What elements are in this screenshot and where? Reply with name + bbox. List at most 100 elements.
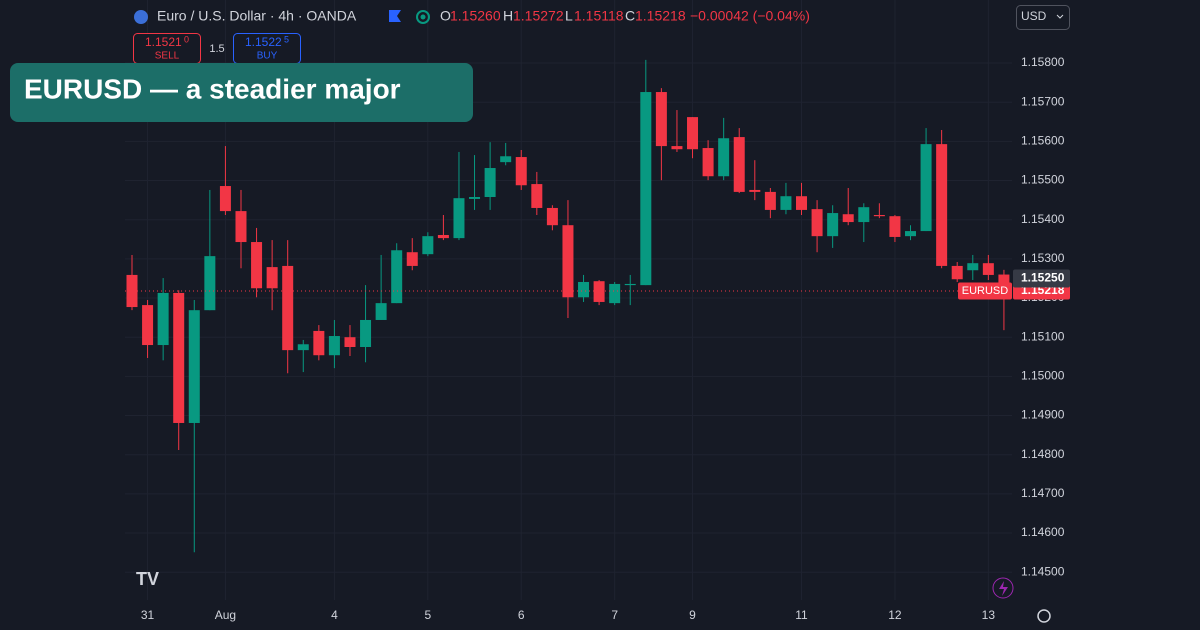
y-tick-label: 1.14800 (1021, 447, 1065, 461)
candle-body (811, 209, 823, 237)
overlay-title: EURUSD — a steadier major (24, 73, 401, 104)
candle-body (422, 236, 434, 255)
y-tick-label: 1.15100 (1021, 329, 1065, 343)
y-tick-label: 1.15500 (1021, 173, 1065, 187)
candle-body (889, 216, 901, 237)
y-tick-label: 1.15600 (1021, 134, 1065, 148)
candle-body (546, 207, 558, 226)
candle-body (780, 196, 792, 210)
candles (126, 59, 1010, 553)
y-tick-label: 1.15800 (1021, 55, 1065, 69)
x-tick-label: 31 (141, 608, 155, 622)
candle-body (126, 274, 138, 308)
candle-body (905, 231, 916, 237)
candle-body (702, 148, 714, 177)
y-tick-label: 1.15300 (1021, 251, 1065, 265)
candle-body (204, 256, 216, 311)
l-label: L (565, 8, 573, 24)
crosshair-bg (1013, 269, 1070, 288)
candle-body (982, 263, 994, 275)
lightning (999, 581, 1008, 596)
c-value: 1.15218 (635, 8, 686, 24)
y-tick-label: 1.14500 (1021, 564, 1065, 578)
candle-body (297, 344, 309, 351)
x-tick-label: 4 (331, 608, 338, 622)
x-tick-label: 13 (982, 608, 996, 622)
candle-body (251, 242, 263, 289)
candle-body (173, 292, 185, 423)
candle-body (951, 265, 963, 280)
h-value: 1.15272 (513, 8, 564, 24)
candle-body (624, 283, 636, 286)
status-dot-core (420, 14, 426, 20)
candle-body (515, 157, 527, 186)
chevron (1056, 14, 1064, 19)
flag-marker (389, 10, 401, 22)
candle-body (142, 305, 154, 346)
x-tick-label: 11 (795, 608, 808, 622)
change: −0.00042 (−0.04%) (690, 8, 810, 24)
candle-body (718, 138, 730, 177)
y-tick-label: 1.15700 (1021, 94, 1065, 108)
candle-body (858, 207, 870, 223)
y-tick-label: 1.14900 (1021, 408, 1065, 422)
candle-body (749, 189, 761, 192)
candle-body (655, 92, 667, 147)
candle-body (437, 234, 449, 239)
x-tick-label: 6 (518, 608, 525, 622)
candle-body (764, 191, 776, 210)
x-tick-label: 7 (611, 608, 618, 622)
settings-icon[interactable] (1037, 609, 1051, 623)
candle-body (344, 337, 356, 347)
sell-pip: 0 (184, 34, 189, 44)
candle-body (796, 196, 808, 210)
candle-body (936, 144, 948, 266)
candle-body (391, 250, 403, 304)
candle-body (827, 213, 839, 237)
sell-price: 1.1521 (145, 35, 182, 49)
overlay-box (10, 63, 473, 122)
x-tick-label: 12 (888, 608, 902, 622)
candle-body (687, 117, 699, 150)
candle-body (500, 156, 512, 163)
candle-body (593, 281, 605, 302)
candle-body (671, 146, 683, 150)
candle-body (484, 168, 496, 197)
candle-body (406, 252, 418, 266)
candle-body (873, 215, 885, 217)
status-dot (416, 10, 430, 24)
y-tick-label: 1.14700 (1021, 486, 1065, 500)
spread: 1.5 (209, 43, 224, 55)
candle-body (328, 336, 340, 356)
symbol-title: Euro / U.S. Dollar · 4h · OANDA (157, 8, 357, 24)
candle-body (967, 263, 979, 271)
last-price-name: EURUSD (962, 285, 1009, 297)
candle-body (360, 319, 372, 347)
candle-body (609, 283, 621, 304)
y-tick-label: 1.15400 (1021, 212, 1065, 226)
x-tick-label: Aug (215, 608, 236, 622)
candle-body (578, 281, 590, 298)
buy-pip: 5 (284, 34, 289, 44)
l-value: 1.15118 (574, 8, 624, 24)
candle-body (453, 198, 465, 239)
candle-body (375, 303, 387, 320)
candle-body (282, 265, 294, 351)
o-value: 1.15260 (450, 8, 501, 24)
x-tick-label: 5 (424, 608, 431, 622)
candle-body (219, 186, 231, 212)
lightning-icon[interactable] (992, 577, 1014, 599)
candle-body (235, 211, 247, 243)
candle-body (842, 214, 854, 223)
x-tick-label: 9 (689, 608, 696, 622)
candle-body (469, 196, 481, 199)
candle-body (188, 310, 200, 423)
h-label: H (503, 8, 513, 24)
buy-price: 1.1522 (245, 35, 282, 49)
candle-body (157, 292, 169, 346)
candle-body (920, 144, 932, 232)
candle-body (531, 184, 543, 208)
currency: USD (1021, 9, 1047, 23)
currency-select[interactable] (1016, 5, 1070, 30)
